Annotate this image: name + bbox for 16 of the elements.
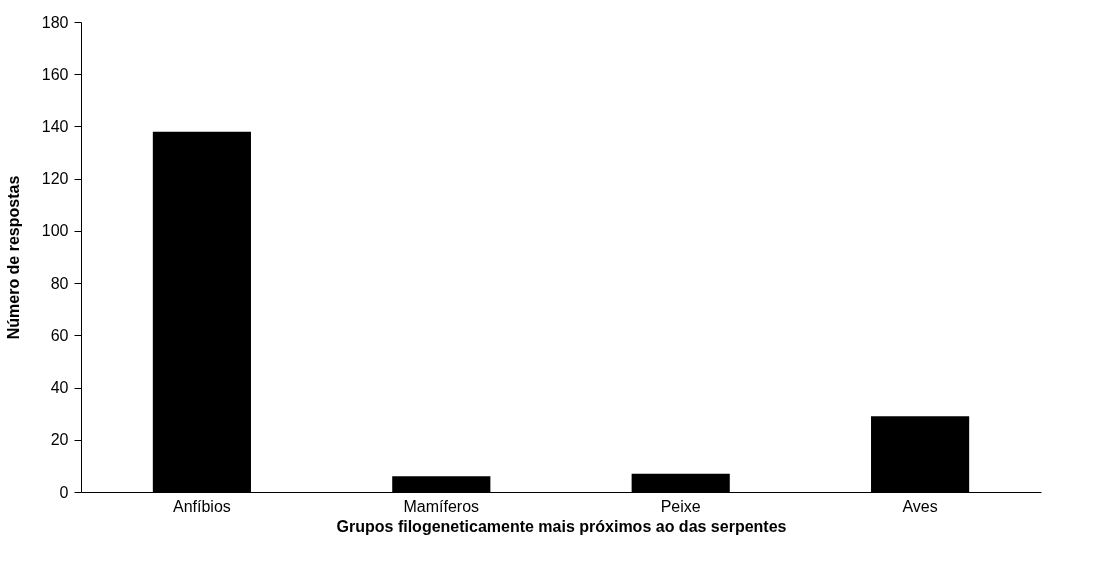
y-tick-label: 180 (41, 13, 69, 31)
y-tick-label: 20 (50, 431, 69, 449)
x-tick-label: Anfíbios (172, 497, 231, 515)
y-tick-label: 140 (41, 117, 69, 135)
x-tick-label: Aves (902, 497, 938, 515)
y-tick-label: 160 (41, 65, 69, 83)
x-axis-title: Grupos filogeneticamente mais próximos ao das serpentes (336, 517, 787, 535)
y-tick-label: 0 (59, 483, 69, 501)
y-tick-label: 120 (41, 170, 69, 188)
y-tick-label: 80 (50, 274, 69, 292)
y-tick-label: 40 (50, 379, 69, 397)
y-tick-label: 60 (50, 326, 69, 344)
y-tick-label: 100 (41, 222, 69, 240)
x-tick-label: Peixe (660, 497, 701, 515)
x-tick-label: Mamíferos (403, 497, 480, 515)
y-axis-title: Número de respostas (4, 175, 22, 340)
